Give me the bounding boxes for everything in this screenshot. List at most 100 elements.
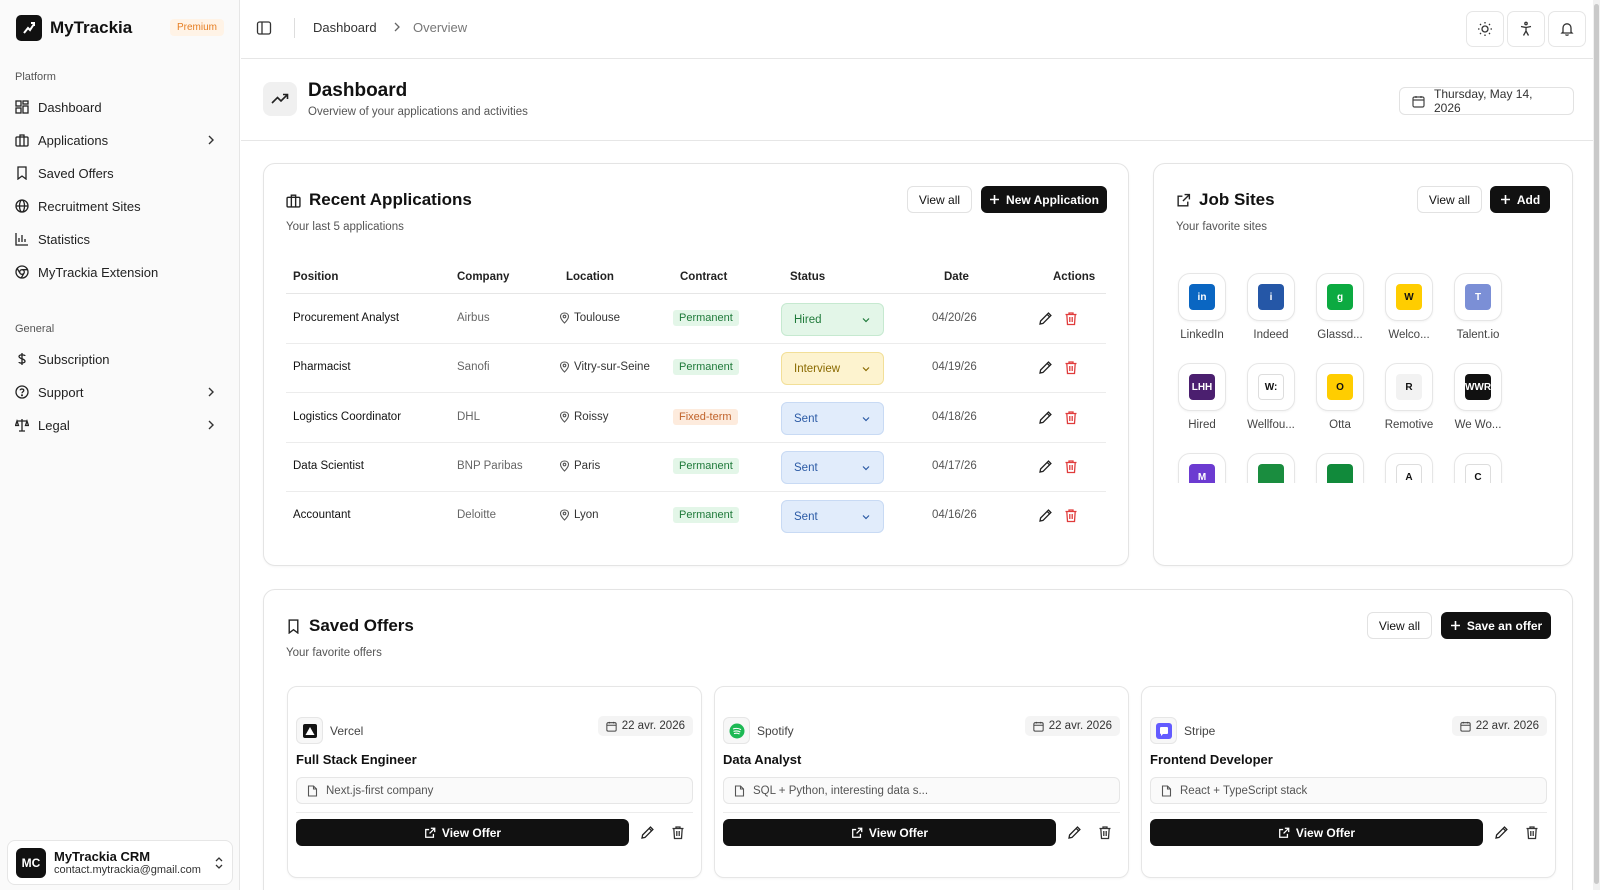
trash-icon[interactable]	[1064, 311, 1078, 326]
sidebar-item-applications[interactable]: Applications	[14, 127, 224, 153]
job-site-item[interactable]: in LinkedIn	[1167, 273, 1237, 341]
edit-icon[interactable]	[1038, 410, 1053, 425]
job-sites-subtitle: Your favorite sites	[1176, 221, 1267, 233]
date-picker-button[interactable]: Thursday, May 14, 2026	[1399, 87, 1574, 115]
trash-icon[interactable]	[1098, 825, 1112, 840]
sidebar-toggle-icon[interactable]	[256, 20, 272, 36]
job-site-item[interactable]: M	[1167, 453, 1237, 483]
job-site-item[interactable]: O Otta	[1305, 363, 1375, 431]
company-cell: BNP Paribas	[457, 460, 523, 472]
status-select[interactable]: Sent	[781, 402, 884, 435]
status-select[interactable]: Hired	[781, 303, 884, 336]
job-site-logo-button[interactable]: WWR	[1454, 363, 1502, 411]
map-pin-icon	[559, 460, 574, 472]
view-all-applications-button[interactable]: View all	[907, 186, 972, 213]
offer-title: Frontend Developer	[1150, 752, 1273, 767]
scrollbar-thumb[interactable]	[1594, 4, 1599, 884]
trash-icon[interactable]	[1064, 508, 1078, 523]
edit-icon[interactable]	[1067, 825, 1082, 840]
job-site-item[interactable]: R Remotive	[1374, 363, 1444, 431]
location-cell: Toulouse	[559, 312, 620, 324]
job-site-logo-button[interactable]	[1316, 453, 1364, 483]
job-site-logo-button[interactable]: M	[1178, 453, 1226, 483]
company-cell: Sanofi	[457, 361, 490, 373]
add-site-button[interactable]: Add	[1490, 186, 1550, 213]
view-all-offers-button[interactable]: View all	[1367, 612, 1432, 639]
trash-icon[interactable]	[1525, 825, 1539, 840]
view-all-sites-button[interactable]: View all	[1417, 186, 1482, 213]
trash-icon[interactable]	[1064, 459, 1078, 474]
job-site-logo-button[interactable]	[1247, 453, 1295, 483]
job-site-logo-icon: T	[1465, 284, 1491, 310]
trash-icon[interactable]	[1064, 410, 1078, 425]
job-site-logo-button[interactable]: g	[1316, 273, 1364, 321]
status-select[interactable]: Interview	[781, 352, 884, 385]
view-offer-button[interactable]: View Offer	[296, 819, 629, 846]
edit-icon[interactable]	[640, 825, 655, 840]
sidebar-item-subscription[interactable]: Subscription	[14, 346, 224, 372]
job-site-logo-button[interactable]: C	[1454, 453, 1502, 483]
job-site-item[interactable]: i Indeed	[1236, 273, 1306, 341]
status-select[interactable]: Sent	[781, 451, 884, 484]
user-menu[interactable]: MC MyTrackia CRM contact.mytrackia@gmail…	[7, 840, 233, 885]
sidebar-item-saved-offers[interactable]: Saved Offers	[14, 160, 224, 186]
job-site-item[interactable]: LHH Hired	[1167, 363, 1237, 431]
new-application-button[interactable]: New Application	[981, 186, 1107, 213]
job-site-logo-button[interactable]: A	[1385, 453, 1433, 483]
notifications-button[interactable]	[1548, 11, 1586, 47]
page-subtitle: Overview of your applications and activi…	[308, 106, 528, 118]
theme-toggle-button[interactable]	[1466, 11, 1504, 47]
chevron-down-icon	[861, 364, 871, 374]
trash-icon[interactable]	[671, 825, 685, 840]
edit-icon[interactable]	[1038, 360, 1053, 375]
breadcrumb-dashboard[interactable]: Dashboard	[313, 20, 377, 35]
job-site-item[interactable]: A	[1374, 453, 1444, 483]
edit-icon[interactable]	[1038, 508, 1053, 523]
job-site-logo-button[interactable]: T	[1454, 273, 1502, 321]
sidebar-item-extension[interactable]: MyTrackia Extension	[14, 259, 224, 285]
sidebar: MyTrackia Premium Platform Dashboard App…	[0, 0, 240, 890]
file-icon	[1161, 784, 1180, 797]
job-site-item[interactable]	[1236, 453, 1306, 483]
status-select[interactable]: Sent	[781, 500, 884, 533]
sidebar-item-label: Recruitment Sites	[38, 198, 141, 214]
sidebar-item-statistics[interactable]: Statistics	[14, 226, 224, 252]
sidebar-item-support[interactable]: Support	[14, 379, 224, 405]
trash-icon[interactable]	[1064, 360, 1078, 375]
sidebar-item-label: Applications	[38, 132, 109, 148]
company-cell: Deloitte	[457, 509, 496, 521]
job-site-logo-button[interactable]: i	[1247, 273, 1295, 321]
job-site-logo-button[interactable]: O	[1316, 363, 1364, 411]
position-cell: Accountant	[293, 509, 351, 521]
job-site-item[interactable]	[1305, 453, 1375, 483]
table-row: Accountant Deloitte Lyon Permanent Sent 04/16…	[286, 492, 1106, 541]
position-cell: Data Scientist	[293, 460, 364, 472]
job-site-logo-button[interactable]: W	[1385, 273, 1433, 321]
job-site-item[interactable]: W Welco...	[1374, 273, 1444, 341]
view-offer-button[interactable]: View Offer	[1150, 819, 1483, 846]
job-site-logo-button[interactable]: LHH	[1178, 363, 1226, 411]
job-site-item[interactable]: C	[1443, 453, 1513, 483]
job-site-item[interactable]: W: Wellfou...	[1236, 363, 1306, 431]
bell-icon	[1559, 21, 1575, 37]
edit-icon[interactable]	[1038, 311, 1053, 326]
job-site-item[interactable]: g Glassd...	[1305, 273, 1375, 341]
edit-icon[interactable]	[1038, 459, 1053, 474]
view-offer-button[interactable]: View Offer	[723, 819, 1056, 846]
brand[interactable]: MyTrackia Premium	[16, 14, 224, 41]
sidebar-item-recruitment-sites[interactable]: Recruitment Sites	[14, 193, 224, 219]
job-site-name: Talent.io	[1456, 329, 1500, 341]
chevron-right-icon	[206, 420, 216, 430]
plus-icon	[989, 194, 1006, 205]
job-site-item[interactable]: WWR We Wo...	[1443, 363, 1513, 431]
accessibility-button[interactable]	[1507, 11, 1545, 47]
save-offer-button[interactable]: Save an offer	[1441, 612, 1551, 639]
job-site-logo-button[interactable]: W:	[1247, 363, 1295, 411]
job-site-item[interactable]: T Talent.io	[1443, 273, 1513, 341]
column-header: Position	[293, 271, 339, 283]
edit-icon[interactable]	[1494, 825, 1509, 840]
job-site-logo-button[interactable]: R	[1385, 363, 1433, 411]
sidebar-item-legal[interactable]: Legal	[14, 412, 224, 438]
job-site-logo-button[interactable]: in	[1178, 273, 1226, 321]
sidebar-item-dashboard[interactable]: Dashboard	[14, 94, 224, 120]
